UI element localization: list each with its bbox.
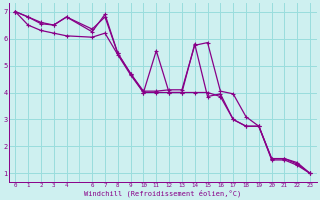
X-axis label: Windchill (Refroidissement éolien,°C): Windchill (Refroidissement éolien,°C) (84, 189, 241, 197)
